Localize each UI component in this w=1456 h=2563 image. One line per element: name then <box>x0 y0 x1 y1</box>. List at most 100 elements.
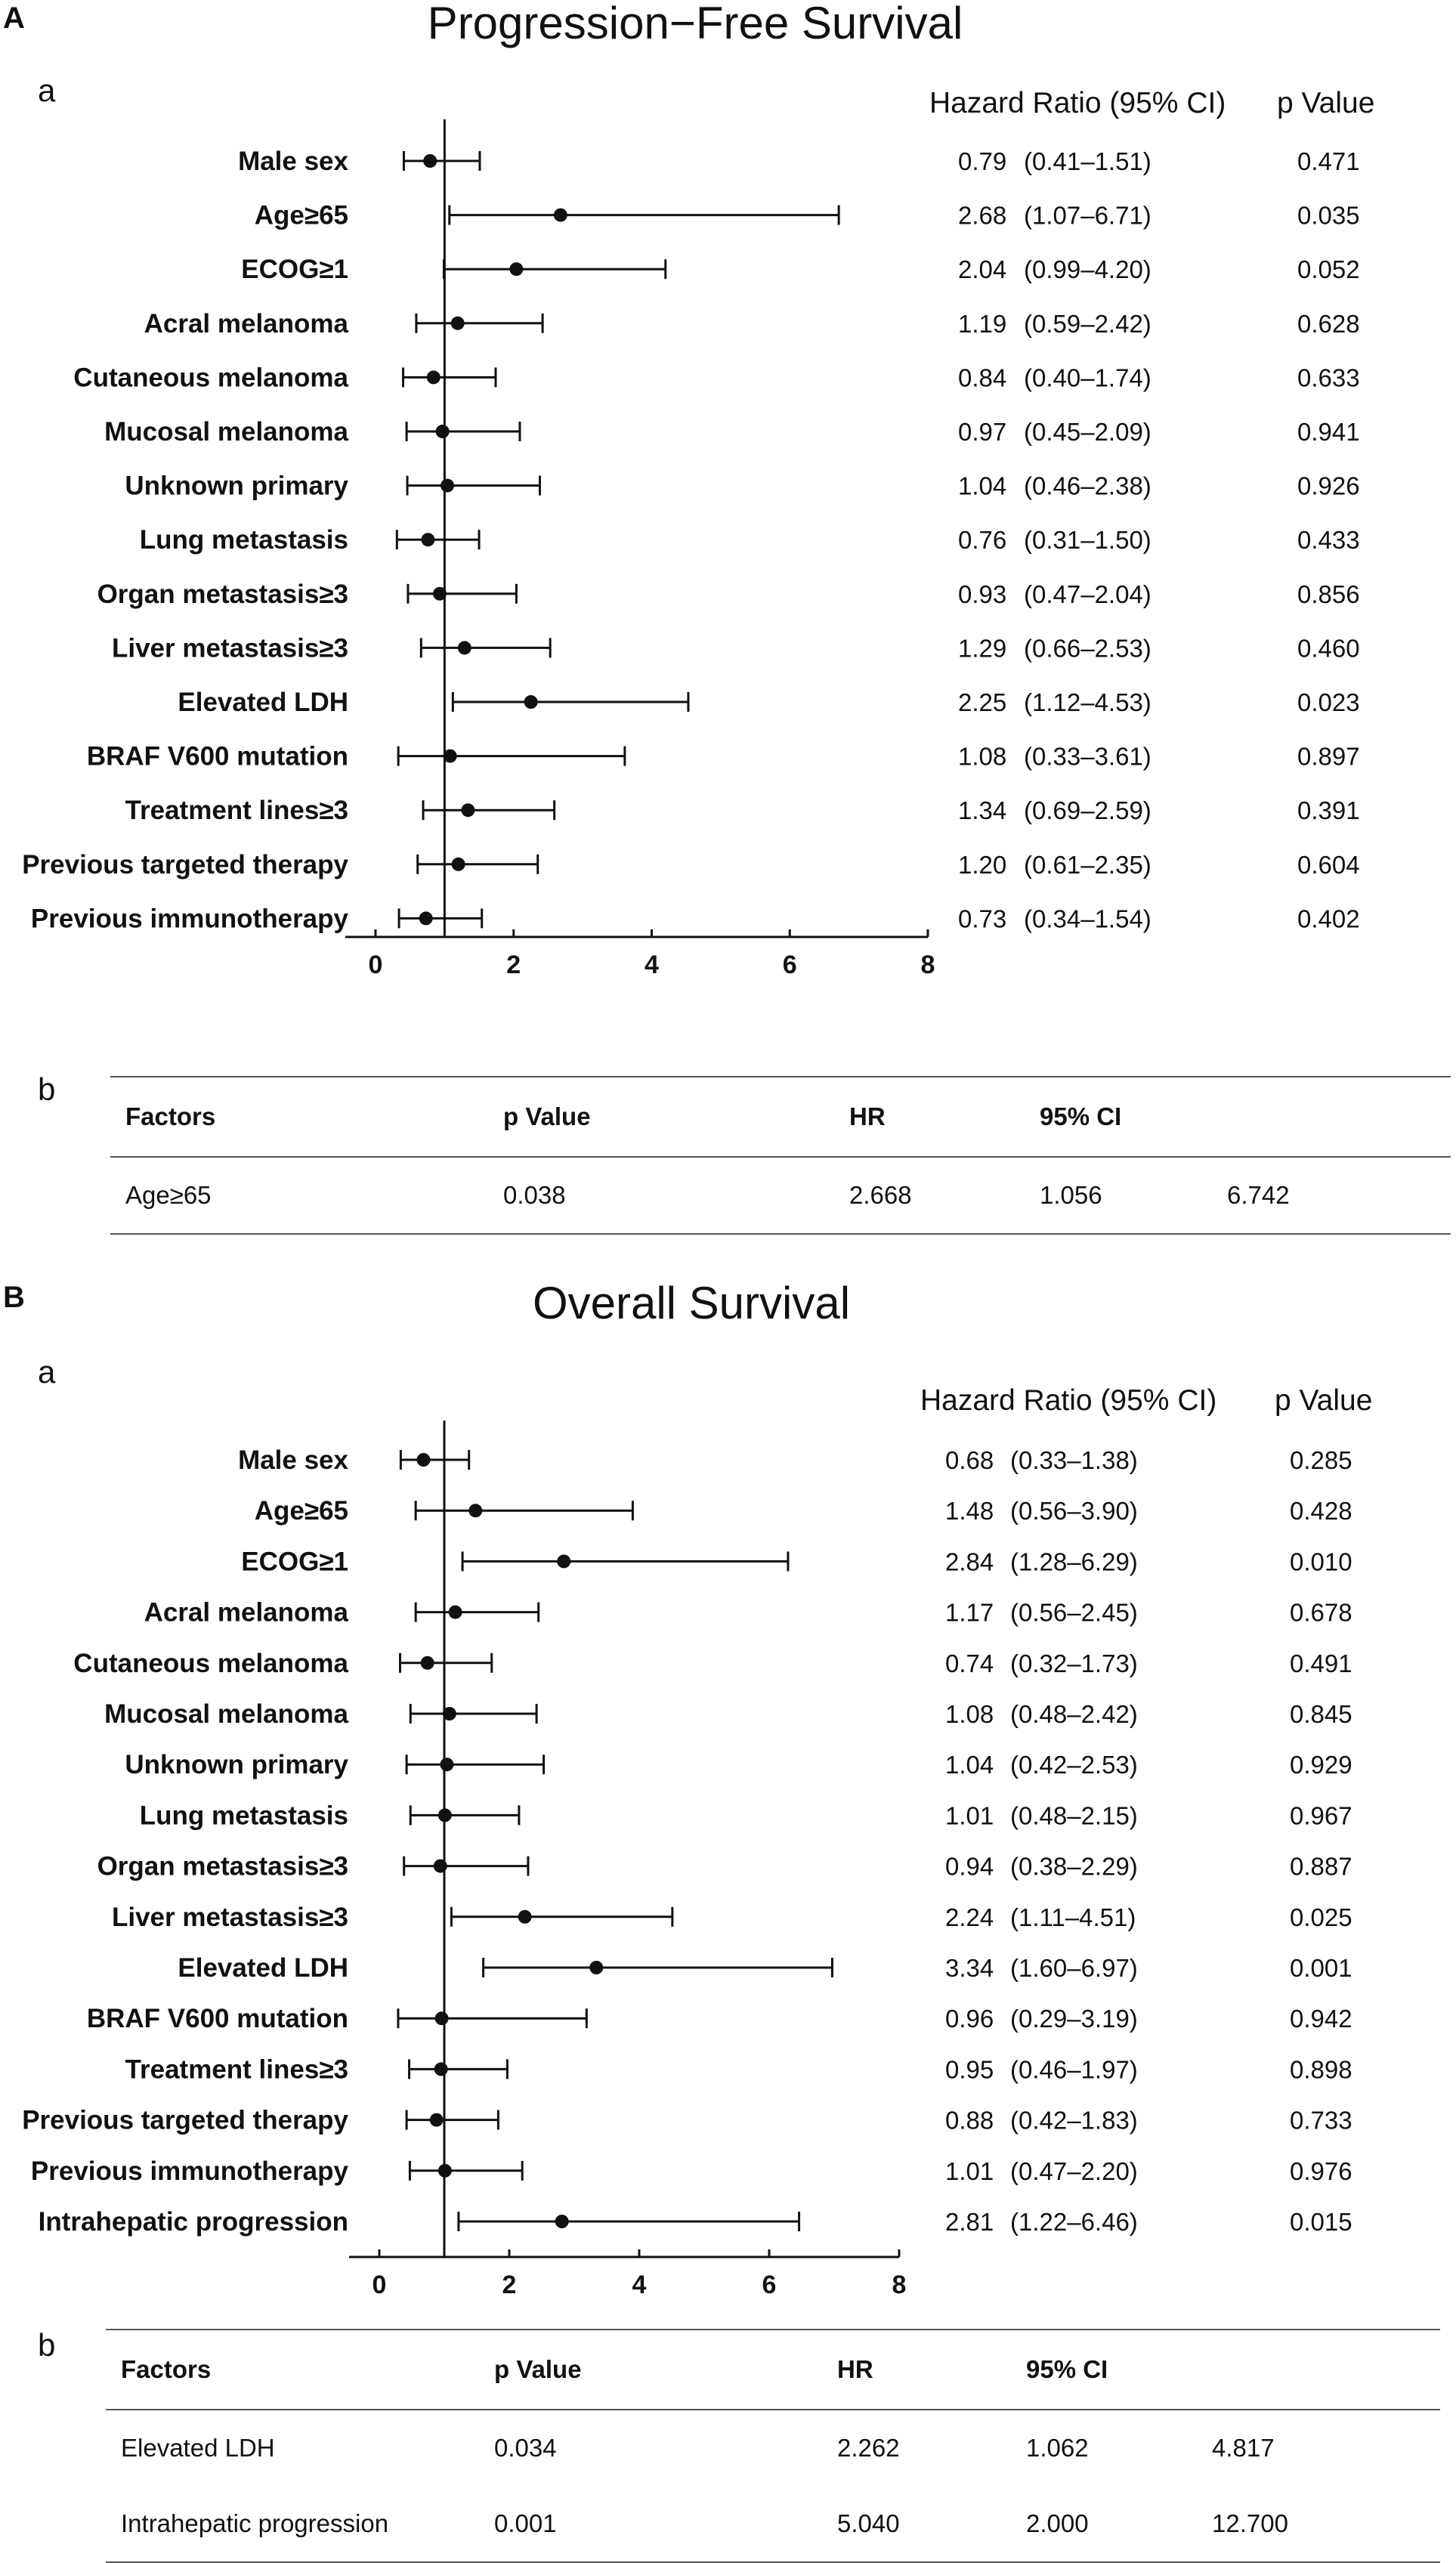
x-tick-label: 2 <box>506 951 521 979</box>
x-tick-label: 8 <box>921 951 935 979</box>
header-ci-upper <box>1212 2330 1440 2410</box>
ci-value: (0.59–2.42) <box>1024 310 1152 338</box>
ci-value: (0.48–2.42) <box>1010 1700 1138 1728</box>
row-label: Liver metastasis≥3 <box>112 1903 348 1932</box>
ci-value: (0.31–1.50) <box>1024 526 1152 554</box>
x-tick-label: 0 <box>373 2271 387 2297</box>
p-value: 0.633 <box>1297 363 1360 391</box>
os-hr-header: Hazard Ratio (95% CI) <box>920 1384 1217 1417</box>
pfs-title: Progression−Free Survival <box>427 0 963 48</box>
hr-point <box>434 2062 448 2076</box>
row-label: Previous immunotherapy <box>31 904 349 933</box>
hr-value: 1.04 <box>945 1751 994 1779</box>
x-tick-label: 4 <box>632 2271 647 2297</box>
table-header-row: Factors p Value HR 95% CI <box>110 1077 1451 1157</box>
hr-point <box>419 911 433 926</box>
hr-point <box>589 1961 604 1974</box>
hr-value: 1.01 <box>945 1801 994 1829</box>
hr-value: 2.04 <box>958 255 1006 283</box>
header-factors: Factors <box>121 2355 212 2383</box>
cell-factor: Intrahepatic progression <box>121 2509 389 2537</box>
p-value: 0.052 <box>1297 255 1360 283</box>
ci-value: (0.40–1.74) <box>1024 363 1152 391</box>
header-ci: 95% CI <box>1040 1102 1122 1130</box>
p-value: 0.025 <box>1290 1903 1352 1931</box>
row-label: Intrahepatic progression <box>39 2207 348 2237</box>
hr-point <box>421 533 435 547</box>
row-label: Mucosal melanoma <box>104 417 348 447</box>
ci-value: (0.56–2.45) <box>1010 1599 1138 1627</box>
ci-value: (1.07–6.71) <box>1024 202 1152 230</box>
p-value: 0.733 <box>1290 2107 1352 2135</box>
hr-value: 0.96 <box>945 2005 994 2033</box>
ci-value: (1.28–6.29) <box>1010 1547 1138 1575</box>
p-value: 0.926 <box>1297 472 1360 500</box>
row-label: Cutaneous melanoma <box>73 1649 348 1678</box>
p-value: 0.929 <box>1290 1751 1352 1779</box>
row-label: Mucosal melanoma <box>104 1699 348 1729</box>
p-value: 0.402 <box>1297 904 1360 932</box>
os-forest-letter: a <box>38 1354 56 1390</box>
row-label: Unknown primary <box>125 1750 348 1779</box>
x-tick-label: 6 <box>783 951 797 979</box>
ci-value: (0.61–2.35) <box>1024 851 1152 879</box>
hr-value: 0.68 <box>945 1446 994 1474</box>
hr-point <box>555 2215 569 2228</box>
hr-point <box>450 316 465 330</box>
p-value: 0.285 <box>1290 1446 1352 1474</box>
panel-a-letter: A <box>3 2 25 35</box>
ci-value: (0.38–2.29) <box>1010 1853 1138 1881</box>
hr-point <box>518 1909 532 1924</box>
header-ci: 95% CI <box>1026 2355 1108 2383</box>
cell-p-value: 0.038 <box>503 1181 566 1209</box>
row-label: Male sex <box>238 1445 348 1475</box>
p-value: 0.035 <box>1297 202 1360 230</box>
hr-point <box>448 1605 462 1619</box>
p-value: 0.023 <box>1297 688 1360 716</box>
row-label: Cutaneous melanoma <box>73 363 348 392</box>
hr-value: 1.29 <box>958 634 1006 662</box>
hr-value: 1.19 <box>958 310 1006 338</box>
header-p-value: p Value <box>503 1102 591 1130</box>
cell-hr: 2.262 <box>837 2434 900 2462</box>
hr-value: 3.34 <box>945 1954 994 1982</box>
row-label: ECOG≥1 <box>241 255 348 284</box>
row-label: Elevated LDH <box>178 1953 348 1983</box>
p-value: 0.897 <box>1297 743 1360 771</box>
p-value: 0.628 <box>1297 310 1360 338</box>
row-label: Elevated LDH <box>178 688 348 717</box>
p-value: 0.428 <box>1290 1497 1352 1525</box>
x-tick-label: 6 <box>762 2271 777 2297</box>
pfs-factors-table: Factors p Value HR 95% CI Age≥65 0.038 2… <box>110 1076 1451 1235</box>
ci-value: (0.46–1.97) <box>1010 2055 1138 2083</box>
hr-point <box>557 1554 571 1569</box>
hr-value: 0.94 <box>945 1853 994 1881</box>
p-value: 0.976 <box>1290 2157 1352 2185</box>
hr-point <box>524 695 538 709</box>
hr-point <box>451 857 465 871</box>
ci-value: (0.42–2.53) <box>1010 1751 1138 1779</box>
x-tick-label: 4 <box>645 951 659 979</box>
table-row: Elevated LDH 0.034 2.262 1.062 4.817 <box>106 2410 1440 2486</box>
p-value: 0.460 <box>1297 634 1360 662</box>
hr-value: 1.34 <box>958 796 1006 824</box>
p-value: 0.678 <box>1290 1599 1352 1627</box>
hr-value: 2.24 <box>945 1903 994 1931</box>
pfs-table-letter: b <box>38 1071 56 1107</box>
ci-value: (0.32–1.73) <box>1010 1649 1138 1677</box>
cell-p-value: 0.034 <box>494 2434 557 2462</box>
hr-value: 2.68 <box>958 202 1006 230</box>
hr-point <box>435 425 450 438</box>
row-label: Acral melanoma <box>144 1598 349 1628</box>
ci-value: (0.45–2.09) <box>1024 418 1152 446</box>
hr-value: 2.81 <box>945 2208 994 2236</box>
os-factors-table: Factors p Value HR 95% CI Elevated LDH 0… <box>106 2329 1440 2563</box>
ci-value: (1.60–6.97) <box>1010 1954 1138 1982</box>
p-value: 0.015 <box>1290 2208 1352 2236</box>
row-label: Acral melanoma <box>144 309 349 339</box>
p-value: 0.942 <box>1290 2005 1352 2033</box>
row-label: ECOG≥1 <box>241 1547 348 1576</box>
panel-b-letter: B <box>3 1281 25 1314</box>
hr-point <box>468 1504 483 1518</box>
cell-p-value: 0.001 <box>494 2509 557 2537</box>
